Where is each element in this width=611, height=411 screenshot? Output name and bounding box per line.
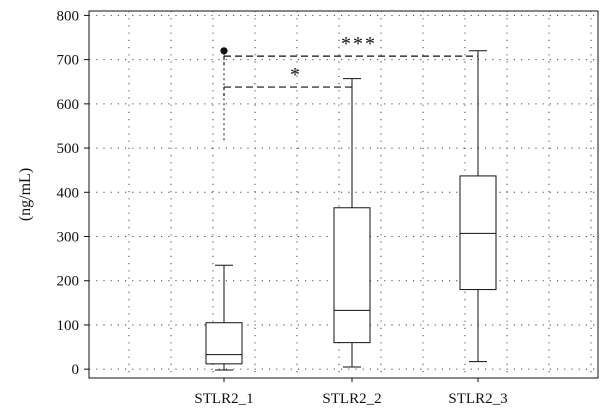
box-iqr: [205, 322, 243, 365]
x-tick-label: STLR2_3: [448, 391, 507, 407]
x-tick-label: STLR2_1: [194, 391, 253, 407]
box-iqr: [333, 207, 371, 344]
plot-frame: [88, 10, 599, 379]
significance-bracket: *: [223, 64, 352, 98]
y-axis-label: (ng/mL): [17, 168, 34, 221]
box-stlr2-2: [333, 78, 371, 368]
plot-area: ****: [88, 10, 599, 379]
x-tick-label: STLR2_2: [322, 391, 381, 407]
box-iqr: [459, 175, 497, 291]
y-tick-label: 100: [57, 318, 80, 334]
box-stlr2-1: [205, 47, 243, 371]
box-stlr2-3: [459, 50, 497, 363]
y-tick-label: 400: [57, 185, 80, 201]
y-tick-label: 0: [72, 362, 80, 378]
y-tick-label: 300: [57, 230, 80, 246]
y-axis: 0 100 200 300 400 500 600 700 800: [57, 8, 89, 378]
significance-label: *: [290, 64, 302, 86]
y-tick-label: 600: [57, 97, 80, 113]
y-tick-label: 800: [57, 8, 80, 24]
outlier-point: [220, 47, 228, 55]
x-axis: STLR2_1 STLR2_2 STLR2_3: [194, 378, 508, 407]
boxes: [205, 47, 497, 371]
significance-bracket: ***: [223, 33, 478, 67]
y-tick-label: 200: [57, 274, 80, 290]
significance-label: ***: [341, 33, 377, 55]
y-tick-label: 500: [57, 141, 80, 157]
y-tick-label: 700: [57, 53, 80, 69]
significance-annotations: ****: [223, 33, 478, 141]
